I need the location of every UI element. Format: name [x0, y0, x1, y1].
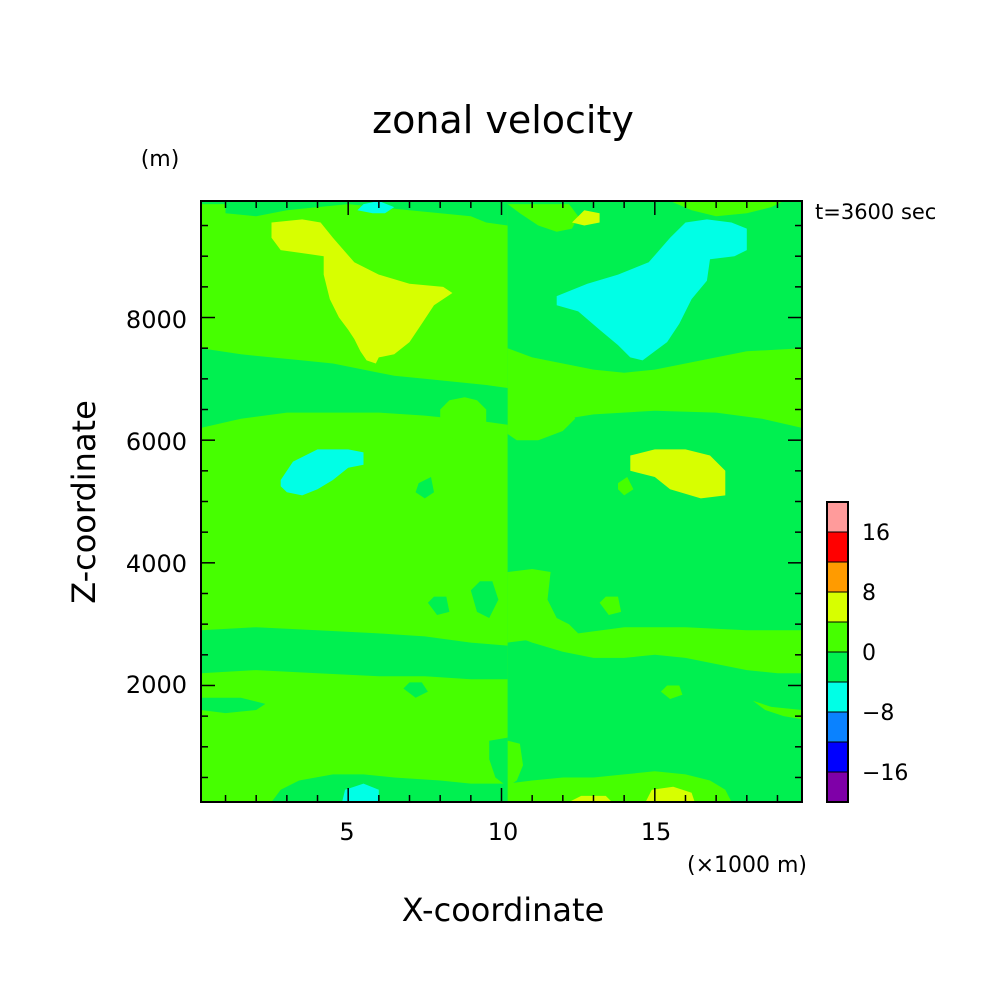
contour-region-29 — [357, 201, 395, 214]
x-axis-label: X-coordinate — [402, 891, 605, 929]
colorbar-label-8: 8 — [862, 581, 876, 606]
contour-region-32 — [630, 449, 726, 499]
time-label: t=3600 sec — [815, 200, 936, 224]
y-axis-label: Z-coordinate — [65, 400, 103, 604]
y-tick-label-2000: 2000 — [126, 671, 187, 699]
contour-region-33 — [342, 783, 379, 802]
contour-region-9 — [599, 596, 622, 615]
contour-region-26 — [271, 774, 508, 802]
x-tick-label-5: 5 — [339, 818, 354, 846]
colorbar-segment-4 — [826, 651, 849, 683]
contour-region-4 — [507, 348, 802, 428]
contour-region-7 — [507, 569, 579, 643]
colorbar-segment-9 — [826, 501, 849, 533]
y-tick-label-4000: 4000 — [126, 550, 187, 578]
contour-region-10 — [587, 645, 603, 658]
contour-region-13 — [507, 740, 523, 787]
contour-region-30 — [556, 219, 747, 361]
plot-area — [201, 201, 802, 802]
colorbar-frame — [826, 501, 849, 803]
contour-region-2 — [507, 204, 579, 232]
contour-region-16 — [201, 348, 508, 428]
x-unit-label: (×1000 m) — [687, 853, 807, 878]
colorbar — [826, 501, 849, 803]
chart-title: zonal velocity — [372, 98, 634, 142]
colorbar-label-minus-8: −8 — [862, 701, 894, 726]
y-unit-label: (m) — [141, 147, 180, 172]
colorbar-segment-5 — [826, 621, 849, 653]
contour-region-5 — [507, 397, 576, 441]
contour-region-24 — [201, 697, 266, 714]
contour-region-34 — [569, 795, 612, 802]
contour-region-3 — [670, 201, 784, 217]
contour-region-35 — [645, 786, 695, 802]
contour-region-21 — [470, 581, 499, 618]
contour-region-27 — [271, 219, 453, 364]
contour-region-11 — [660, 685, 683, 699]
colorbar-label-0: 0 — [862, 641, 876, 666]
contour-region-31 — [280, 449, 364, 496]
contour-region-15 — [201, 201, 508, 226]
x-tick-label-10: 10 — [488, 818, 519, 846]
colorbar-segment-6 — [826, 591, 849, 623]
contour-region-18 — [415, 477, 434, 499]
contour-region-28 — [572, 210, 600, 226]
axis-ticks — [201, 201, 802, 802]
contour-region-19 — [201, 627, 508, 680]
colorbar-label-16: 16 — [862, 521, 890, 546]
y-tick-label-6000: 6000 — [126, 428, 187, 456]
colorbar-label-minus-16: −16 — [862, 761, 908, 786]
contour-regions — [201, 201, 802, 802]
colorbar-segment-3 — [826, 681, 849, 713]
colorbar-segment-8 — [826, 531, 849, 563]
contour-region-23 — [403, 682, 428, 698]
colorbar-segment-2 — [826, 711, 849, 743]
colorbar-segment-0 — [826, 771, 849, 803]
contour-region-25 — [489, 737, 508, 787]
contour-region-8 — [507, 627, 802, 674]
contour-region-20 — [427, 596, 450, 615]
colorbar-segment-1 — [826, 741, 849, 773]
y-tick-label-8000: 8000 — [126, 306, 187, 334]
colorbar-segment-7 — [826, 561, 849, 593]
contour-region-12 — [752, 700, 802, 720]
x-tick-label-15: 15 — [641, 818, 672, 846]
contour-region-22 — [486, 645, 502, 658]
contour-region-6 — [618, 477, 634, 496]
contour-region-17 — [440, 397, 487, 444]
